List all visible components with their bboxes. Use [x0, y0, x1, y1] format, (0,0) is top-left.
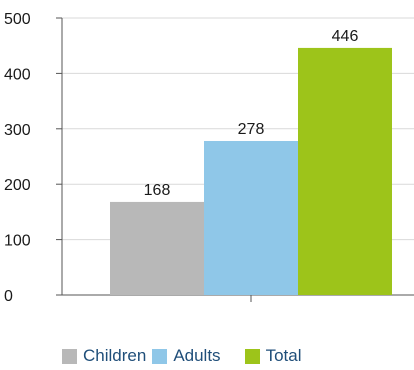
legend-item-total: Total: [244, 346, 302, 366]
data-label-children: 168: [144, 182, 171, 199]
y-tick-label: 400: [4, 66, 31, 83]
legend: Children Adults Total: [62, 346, 307, 366]
y-tick-labels: 0 100 200 300 400 500: [4, 11, 31, 305]
y-tick-label: 300: [4, 122, 31, 139]
legend-item-children: Children: [62, 346, 146, 366]
legend-swatch-children: [62, 348, 77, 364]
legend-swatch-adults: [152, 348, 168, 364]
legend-swatch-total: [244, 348, 260, 364]
bar-children: [110, 201, 204, 295]
y-tick-label: 500: [4, 11, 31, 28]
legend-label-children: Children: [83, 346, 147, 365]
y-tick-label: 100: [4, 233, 31, 250]
data-label-adults: 278: [238, 121, 265, 138]
bar-total: [298, 47, 392, 295]
data-label-total: 446: [332, 28, 359, 45]
legend-label-total: Total: [265, 346, 302, 365]
data-labels: 168 278 446: [144, 28, 359, 199]
y-tick-label: 200: [4, 177, 31, 194]
y-tick-label: 0: [4, 288, 13, 305]
legend-label-adults: Adults: [173, 346, 221, 365]
legend-item-adults: Adults: [152, 346, 221, 366]
bars: [110, 47, 392, 295]
bar-adults: [204, 140, 298, 295]
